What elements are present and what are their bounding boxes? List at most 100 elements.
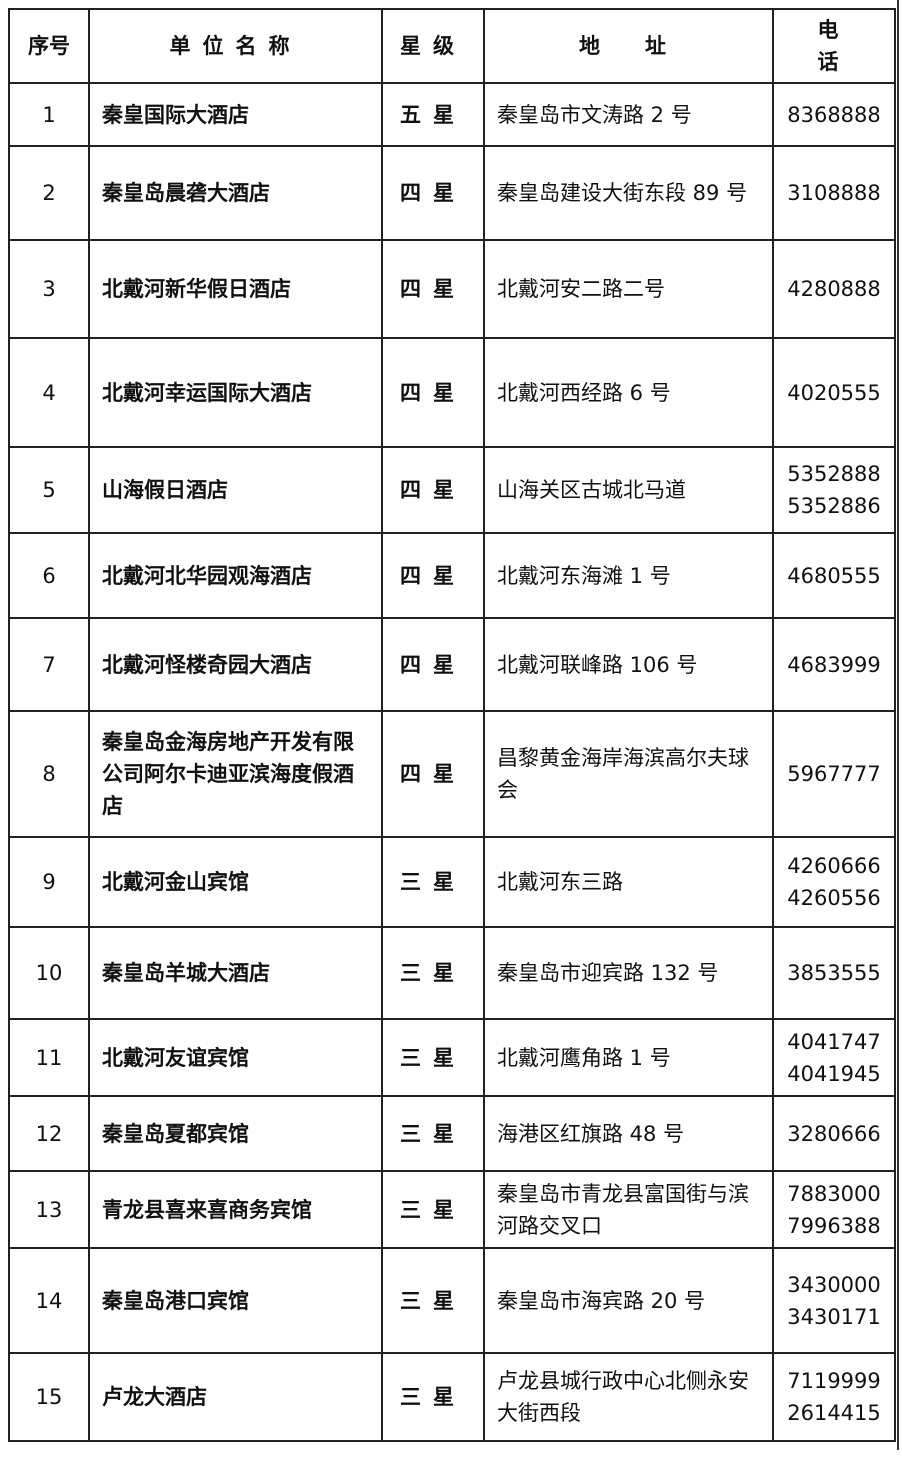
row-number: 7 <box>8 617 90 712</box>
phone-number: 7119999 <box>787 1369 881 1393</box>
page-edge-line <box>897 0 899 1450</box>
star-rating: 三星 <box>381 1352 485 1442</box>
table-row: 9 北戴河金山宾馆 三星 北戴河东三路 4260666 4260556 <box>8 836 896 928</box>
hotel-name: 北戴河新华假日酒店 <box>88 239 383 339</box>
phone-number: 4020555 <box>787 380 881 405</box>
row-number: 5 <box>8 446 90 534</box>
hotel-address: 北戴河西经路 6 号 <box>483 337 774 448</box>
phone-cell: 4680555 <box>772 532 896 619</box>
header-name: 单位名称 <box>88 8 383 84</box>
phone-number: 4041945 <box>787 1061 881 1086</box>
phone-number: 3280666 <box>787 1121 881 1146</box>
phone-cell: 4260666 4260556 <box>772 836 896 928</box>
header-star: 星级 <box>381 8 485 84</box>
phone-number: 4683999 <box>787 652 881 677</box>
table-row: 4 北戴河幸运国际大酒店 四星 北戴河西经路 6 号 4020555 <box>8 337 896 448</box>
table-row: 14 秦皇岛港口宾馆 三星 秦皇岛市海宾路 20 号 3430000 3430171 <box>8 1247 896 1354</box>
hotel-name: 北戴河金山宾馆 <box>88 836 383 928</box>
row-number: 3 <box>8 239 90 339</box>
star-rating: 三星 <box>381 926 485 1020</box>
phone-cell: 4280888 <box>772 239 896 339</box>
phone-cell: 3853555 <box>772 926 896 1020</box>
hotel-address: 北戴河安二路二号 <box>483 239 774 339</box>
hotel-address: 山海关区古城北马道 <box>483 446 774 534</box>
star-rating: 三星 <box>381 1018 485 1097</box>
star-rating: 四星 <box>381 239 485 339</box>
phone-cell: 7883000 7996388 <box>772 1170 896 1249</box>
phone-cell: 7119999 2614415 <box>772 1352 896 1442</box>
hotel-table: 序号 单位名称 星级 地 址 电 话 1 秦皇国际大酒店 五星 秦皇岛市文涛路 2 号… <box>8 8 896 1442</box>
hotel-address: 昌黎黄金海岸海滨高尔夫球会 <box>483 710 774 838</box>
hotel-name: 秦皇岛港口宾馆 <box>88 1247 383 1354</box>
phone-cell: 3108888 <box>772 145 896 241</box>
hotel-name: 北戴河北华园观海酒店 <box>88 532 383 619</box>
phone-number: 4041747 <box>787 1029 881 1054</box>
phone-number: 3430000 <box>787 1272 881 1297</box>
row-number: 12 <box>8 1095 90 1172</box>
hotel-address: 秦皇岛市文涛路 2 号 <box>483 82 774 147</box>
hotel-address: 秦皇岛市海宾路 20 号 <box>483 1247 774 1354</box>
phone-number: 3853555 <box>787 961 881 985</box>
table-row: 12 秦皇岛夏都宾馆 三星 海港区红旗路 48 号 3280666 <box>8 1095 896 1172</box>
hotel-name: 秦皇国际大酒店 <box>88 82 383 147</box>
hotel-address: 北戴河鹰角路 1 号 <box>483 1018 774 1097</box>
star-rating: 五星 <box>381 82 485 147</box>
header-row: 序号 单位名称 星级 地 址 电 话 <box>8 8 896 84</box>
phone-number: 8368888 <box>787 102 881 127</box>
header-no: 序号 <box>8 8 90 84</box>
phone-cell: 4683999 <box>772 617 896 712</box>
hotel-address: 北戴河东海滩 1 号 <box>483 532 774 619</box>
row-number: 14 <box>8 1247 90 1354</box>
phone-number: 5352888 <box>787 462 881 486</box>
table-row: 7 北戴河怪楼奇园大酒店 四星 北戴河联峰路 106 号 4683999 <box>8 617 896 712</box>
row-number: 1 <box>8 82 90 147</box>
phone-number: 4280888 <box>787 277 881 301</box>
hotel-name: 秦皇岛金海房地产开发有限公司阿尔卡迪亚滨海度假酒店 <box>88 710 383 838</box>
star-rating: 三星 <box>381 1170 485 1249</box>
hotel-address: 秦皇岛市迎宾路 132 号 <box>483 926 774 1020</box>
phone-number: 2614415 <box>787 1401 881 1425</box>
star-rating: 四星 <box>381 710 485 838</box>
hotel-name: 卢龙大酒店 <box>88 1352 383 1442</box>
phone-cell: 4041747 4041945 <box>772 1018 896 1097</box>
phone-number: 3108888 <box>787 181 881 205</box>
hotel-name: 秦皇岛晨砻大酒店 <box>88 145 383 241</box>
phone-cell: 3430000 3430171 <box>772 1247 896 1354</box>
hotel-name: 秦皇岛羊城大酒店 <box>88 926 383 1020</box>
star-rating: 四星 <box>381 446 485 534</box>
phone-number: 4680555 <box>787 563 881 588</box>
table-row: 15 卢龙大酒店 三星 卢龙县城行政中心北侧永安大街西段 7119999 2614415 <box>8 1352 896 1442</box>
phone-number: 5967777 <box>787 762 881 786</box>
phone-cell: 8368888 <box>772 82 896 147</box>
star-rating: 四星 <box>381 145 485 241</box>
table-row: 13 青龙县喜来喜商务宾馆 三星 秦皇岛市青龙县富国街与滨河路交叉口 7883000 79… <box>8 1170 896 1249</box>
phone-cell: 5967777 <box>772 710 896 838</box>
table-row: 3 北戴河新华假日酒店 四星 北戴河安二路二号 4280888 <box>8 239 896 339</box>
header-address: 地 址 <box>483 8 774 84</box>
phone-number: 5352886 <box>787 494 881 518</box>
phone-number: 4260556 <box>787 886 881 910</box>
hotel-name: 山海假日酒店 <box>88 446 383 534</box>
hotel-address: 北戴河东三路 <box>483 836 774 928</box>
hotel-address: 北戴河联峰路 106 号 <box>483 617 774 712</box>
row-number: 8 <box>8 710 90 838</box>
table-row: 8 秦皇岛金海房地产开发有限公司阿尔卡迪亚滨海度假酒店 四星 昌黎黄金海岸海滨高尔夫球… <box>8 710 896 838</box>
hotel-address: 海港区红旗路 48 号 <box>483 1095 774 1172</box>
star-rating: 四星 <box>381 617 485 712</box>
row-number: 13 <box>8 1170 90 1249</box>
table-row: 10 秦皇岛羊城大酒店 三星 秦皇岛市迎宾路 132 号 3853555 <box>8 926 896 1020</box>
row-number: 10 <box>8 926 90 1020</box>
row-number: 11 <box>8 1018 90 1097</box>
table-row: 1 秦皇国际大酒店 五星 秦皇岛市文涛路 2 号 8368888 <box>8 82 896 147</box>
table-row: 5 山海假日酒店 四星 山海关区古城北马道 5352888 5352886 <box>8 446 896 534</box>
row-number: 2 <box>8 145 90 241</box>
phone-number: 4260666 <box>787 854 881 878</box>
table-row: 2 秦皇岛晨砻大酒店 四星 秦皇岛建设大街东段 89 号 3108888 <box>8 145 896 241</box>
star-rating: 四星 <box>381 337 485 448</box>
row-number: 4 <box>8 337 90 448</box>
phone-number: 7996388 <box>787 1213 881 1238</box>
row-number: 15 <box>8 1352 90 1442</box>
table-row: 6 北戴河北华园观海酒店 四星 北戴河东海滩 1 号 4680555 <box>8 532 896 619</box>
star-rating: 三星 <box>381 1247 485 1354</box>
star-rating: 三星 <box>381 1095 485 1172</box>
